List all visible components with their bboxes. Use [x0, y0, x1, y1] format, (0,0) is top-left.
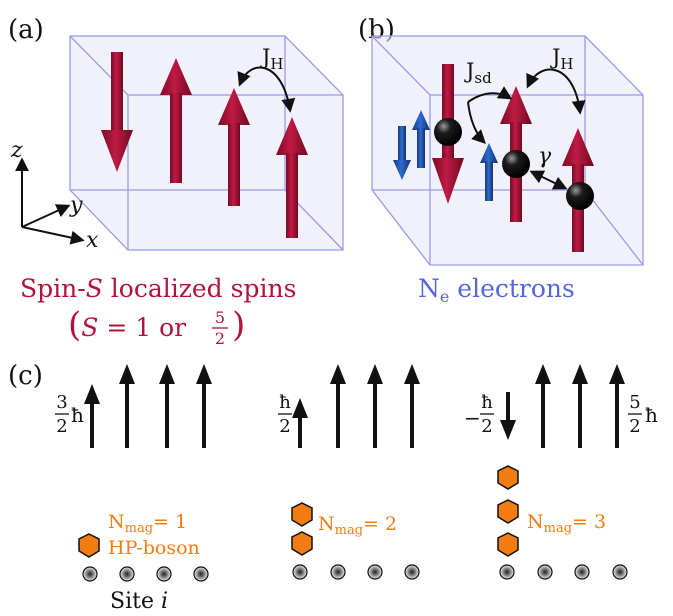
jh-arrow-b [526, 68, 586, 115]
site-dot [156, 566, 172, 582]
site-dot [574, 564, 590, 580]
nmag-label-3: Nmag= 3 [527, 511, 606, 536]
panel-c-label: (c) [8, 361, 43, 391]
jsd-label: Jsd [464, 59, 492, 87]
svg-text:5: 5 [629, 392, 640, 413]
axes-triad: z y x [10, 138, 99, 253]
electron-ball-3 [566, 182, 594, 210]
site-dot [612, 564, 628, 580]
site-dot [537, 564, 553, 580]
jh-arrow-a [237, 66, 296, 113]
electrons-caption: Ne electrons [418, 274, 575, 306]
axis-z-label: z [10, 138, 23, 163]
spin-a2-up [160, 58, 192, 183]
electron-ball-2 [502, 150, 530, 178]
group-3-right-fraction: 5 2 ħ [628, 392, 658, 437]
boson-hex-3-1 [497, 465, 519, 490]
gamma-arrow [529, 170, 568, 190]
spin-a3-up [218, 88, 250, 206]
svg-text:2: 2 [481, 416, 492, 437]
electron-spin-down-1 [393, 126, 411, 180]
boson-hex-2-1 [291, 502, 313, 527]
svg-text:2: 2 [629, 416, 640, 437]
svg-text:): ) [232, 305, 245, 345]
nmag-label-1: Nmag= 1 [108, 511, 187, 536]
hp-boson-label: HP-boson [108, 537, 200, 559]
site-dot [82, 566, 98, 582]
spin-value-fraction: 5 2 ) [212, 305, 245, 348]
site-dot [292, 564, 308, 580]
site-dot [404, 564, 420, 580]
spin-a4-up [276, 117, 308, 238]
axis-x-label: x [86, 228, 99, 253]
jsd-arrow-2 [467, 101, 486, 144]
site-dot [367, 564, 383, 580]
svg-text:2: 2 [215, 329, 225, 348]
localized-spins-caption: Spin-S localized spins [20, 274, 296, 303]
group-2-fraction: ħ 2 [278, 392, 292, 437]
electron-ball-1 [434, 118, 462, 146]
site-dot [119, 566, 135, 582]
electron-spin-up-2 [480, 143, 498, 201]
box-b [371, 35, 644, 266]
lattice-sites [82, 564, 628, 582]
svg-text:ħ: ħ [71, 403, 84, 427]
group-2-arrows [292, 364, 420, 448]
site-dot [330, 564, 346, 580]
boson-hex-1-1 [78, 533, 100, 558]
group-3-arrows [500, 364, 625, 448]
jh-label-a: JH [260, 45, 284, 73]
svg-text:ħ: ħ [481, 392, 493, 413]
svg-text:3: 3 [56, 392, 67, 413]
group-1-arrows [84, 364, 212, 448]
axis-y-label: y [69, 193, 83, 218]
group-1-fraction: 3 2 ħ [55, 392, 84, 437]
electron-spin-up-1 [412, 110, 430, 168]
spin-value-caption: (S = 1 or [68, 305, 186, 345]
site-label: Site i [110, 589, 168, 614]
svg-text:2: 2 [279, 416, 290, 437]
svg-text:ħ: ħ [645, 403, 658, 427]
svg-text:5: 5 [215, 308, 225, 327]
boson-hex-3-2 [497, 499, 519, 524]
panel-a-label: (a) [8, 15, 44, 45]
spin-a1-down [101, 52, 133, 172]
gamma-label: γ [538, 144, 552, 169]
svg-text:ħ: ħ [279, 392, 291, 413]
site-dot [193, 566, 209, 582]
nmag-label-2: Nmag= 2 [318, 513, 397, 538]
boson-hex-3-3 [497, 532, 519, 557]
jsd-arrow [467, 86, 513, 103]
site-dot [499, 564, 515, 580]
svg-text:2: 2 [56, 416, 67, 437]
svg-text:−: − [464, 406, 481, 430]
boson-hex-2-2 [291, 531, 313, 556]
jh-label-b: JH [550, 45, 574, 73]
group-3-fraction: − ħ 2 [464, 392, 494, 437]
